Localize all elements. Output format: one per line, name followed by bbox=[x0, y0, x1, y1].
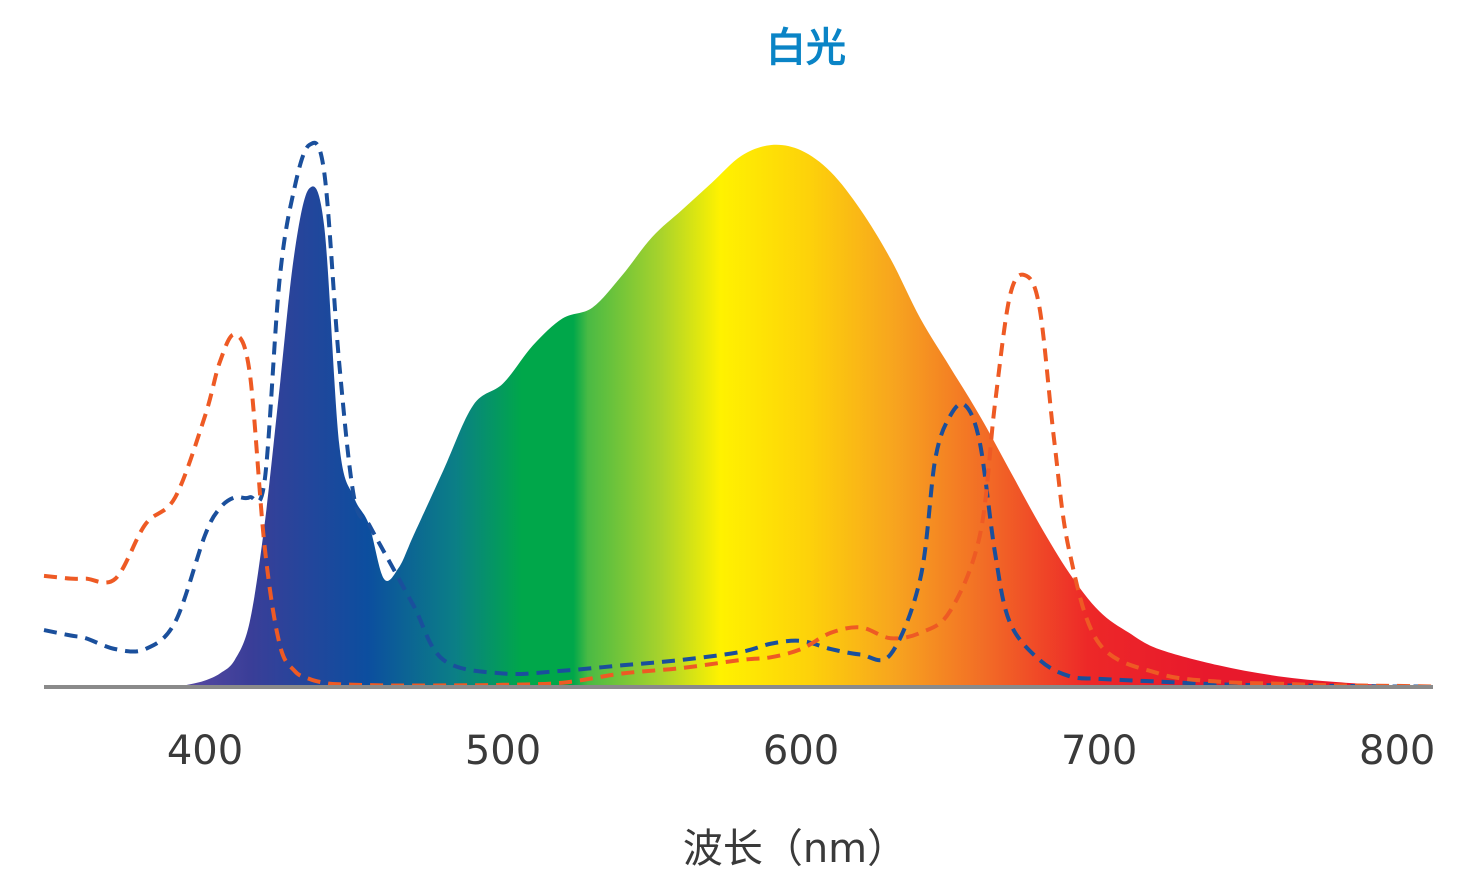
x-tick-label: 400 bbox=[167, 728, 243, 774]
x-tick-label: 600 bbox=[763, 728, 839, 774]
x-tick-label: 500 bbox=[465, 728, 541, 774]
spectrum-area bbox=[175, 144, 1428, 687]
dashed-line-orange bbox=[43, 272, 1434, 689]
chart-title: 白光 bbox=[766, 25, 846, 71]
x-axis-ticks: 400 500 600 700 800 bbox=[167, 728, 1436, 774]
plot-area bbox=[43, 140, 1434, 689]
x-tick-label: 800 bbox=[1359, 728, 1435, 774]
x-tick-label: 700 bbox=[1061, 728, 1137, 774]
x-axis-label: 波长（nm） bbox=[683, 826, 907, 872]
